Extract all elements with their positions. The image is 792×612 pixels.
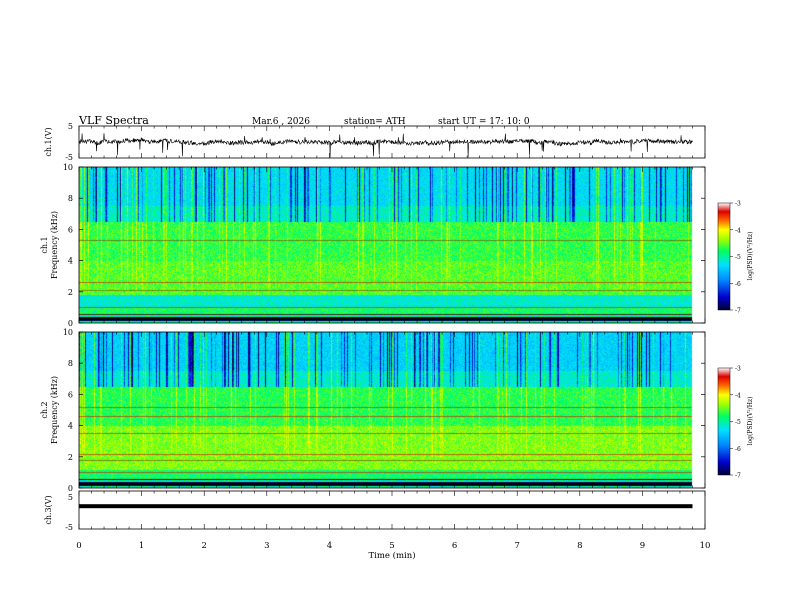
ch2-colorbar-tick-label: -6 [735, 446, 741, 453]
xtick-label: 10 [700, 541, 711, 551]
ch3-ylabel: ch.3(V) [44, 495, 53, 524]
ch1-waveform-panel: 5 -5 ch.1(V) [44, 122, 706, 162]
ch1-spectrogram-image-holder [79, 167, 705, 323]
ch1-spec-ytick-label: 4 [68, 257, 73, 266]
ch1-colorbar-tick-label: -3 [735, 201, 741, 208]
start-time-label: start UT = 17: 10: 0 [438, 117, 530, 127]
ch3-ytick-top: 5 [68, 493, 73, 502]
station-label: station= ATH [344, 117, 406, 127]
figure-title: VLF Spectra [78, 114, 149, 127]
ch3-ytick-bottom: -5 [65, 523, 73, 532]
ch1-spec-ytick-label: 2 [68, 288, 73, 297]
ch1-colorbar [717, 202, 731, 311]
xtick-label: 9 [640, 541, 645, 551]
ch2-spec-ytick-label: 4 [68, 422, 73, 431]
xtick-label: 8 [577, 541, 582, 551]
ch2-spec-ylabel-freq: Frequency (kHz) [50, 376, 59, 444]
xtick-label: 7 [514, 541, 519, 551]
time-axis-ticks [78, 126, 706, 529]
ch2-spec-ytick-label: 0 [68, 484, 73, 493]
ch1-spec-ytick-label: 6 [68, 225, 73, 234]
xtick-label: 5 [389, 541, 394, 551]
ch2-spectrogram-image-holder [79, 332, 705, 488]
ch2-spec-ytick-label: 6 [68, 390, 73, 399]
ch1-trace [78, 133, 693, 158]
ch1-spec-ytick-label: 10 [63, 163, 73, 172]
ch1-colorbar-tick-label: -5 [735, 254, 741, 261]
ch2-colorbar-tick-label: -7 [735, 473, 741, 480]
ch1-ylabel: ch.1(V) [44, 127, 53, 156]
ch1-spec-ylabel-freq: Frequency (kHz) [50, 211, 59, 279]
ch1-colorbar-label: log(PSD)(V²/Hz) [747, 232, 754, 281]
xtick-label: 0 [76, 541, 81, 551]
ch2-colorbar-tick-label: -4 [735, 392, 741, 399]
ch3-waveform-frame [78, 490, 706, 530]
xtick-label: 3 [264, 541, 269, 551]
date-label: Mar.6 , 2026 [252, 117, 310, 127]
ch1-spectrogram-image [79, 167, 705, 323]
time-axis-labels: 0 1 2 3 4 5 6 7 8 9 10 [76, 541, 710, 551]
xtick-label: 1 [139, 541, 144, 551]
xtick-label: 4 [327, 541, 332, 551]
ch2-spectrogram-image [79, 332, 705, 488]
ch2-spec-ylabel-channel: ch.2 [40, 401, 49, 418]
ch2-spec-ytick-label: 2 [68, 453, 73, 462]
ch2-colorbar-tick-label: -5 [735, 419, 741, 426]
ch1-spec-ytick-label: 0 [68, 319, 73, 328]
ch2-colorbar-label: log(PSD)(V²/Hz) [747, 397, 754, 446]
ch2-colorbar [717, 367, 731, 476]
ch1-colorbar-tick-label: -4 [735, 227, 741, 234]
ch1-spec-ylabel-channel: ch.1 [40, 236, 49, 253]
ch3-trace [79, 504, 693, 509]
ch1-ytick-bottom: -5 [65, 153, 73, 162]
ch3-waveform-panel: 5 -5 ch.3(V) [44, 490, 706, 532]
time-axis-title: Time (min) [368, 550, 415, 561]
ch2-colorbar-tick-label: -3 [735, 366, 741, 373]
xtick-label: 6 [452, 541, 457, 551]
ch2-spec-ytick-label: 10 [63, 328, 73, 337]
ch1-spec-ytick-label: 8 [68, 194, 73, 203]
xtick-label: 2 [201, 541, 206, 551]
ch2-spec-ytick-label: 8 [68, 359, 73, 368]
ch1-colorbar-tick-label: -7 [735, 308, 741, 315]
ch1-ytick-top: 5 [68, 122, 73, 131]
ch1-colorbar-tick-label: -6 [735, 281, 741, 288]
